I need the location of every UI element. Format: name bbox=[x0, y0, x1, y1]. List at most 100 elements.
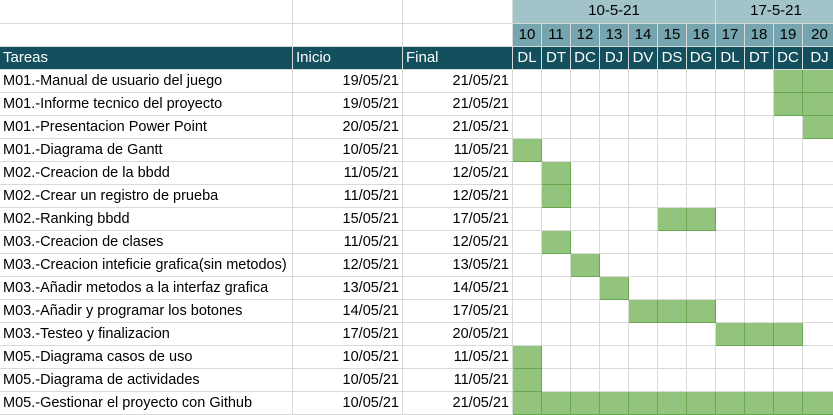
gantt-empty-cell[interactable] bbox=[629, 231, 658, 254]
task-end-cell[interactable]: 17/05/21 bbox=[403, 300, 513, 323]
task-name-cell[interactable]: M01.-Informe tecnico del proyecto bbox=[0, 93, 293, 116]
gantt-empty-cell[interactable] bbox=[629, 116, 658, 139]
gantt-empty-cell[interactable] bbox=[687, 70, 716, 93]
task-start-cell[interactable]: 14/05/21 bbox=[293, 300, 403, 323]
gantt-bar-cell[interactable] bbox=[600, 277, 629, 300]
gantt-empty-cell[interactable] bbox=[629, 277, 658, 300]
gantt-bar-cell[interactable] bbox=[542, 231, 571, 254]
blank-cell[interactable] bbox=[0, 0, 293, 24]
gantt-empty-cell[interactable] bbox=[687, 323, 716, 346]
gantt-empty-cell[interactable] bbox=[629, 254, 658, 277]
gantt-empty-cell[interactable] bbox=[658, 162, 687, 185]
day-number-header[interactable]: 11 bbox=[542, 24, 571, 47]
gantt-empty-cell[interactable] bbox=[774, 208, 803, 231]
gantt-empty-cell[interactable] bbox=[774, 369, 803, 392]
gantt-empty-cell[interactable] bbox=[687, 162, 716, 185]
gantt-empty-cell[interactable] bbox=[629, 323, 658, 346]
column-header-tareas[interactable]: Tareas bbox=[0, 47, 293, 70]
gantt-bar-cell[interactable] bbox=[803, 116, 833, 139]
gantt-bar-cell[interactable] bbox=[513, 392, 542, 415]
task-start-cell[interactable]: 11/05/21 bbox=[293, 162, 403, 185]
gantt-bar-cell[interactable] bbox=[542, 162, 571, 185]
day-of-week-header[interactable]: DT bbox=[745, 47, 774, 70]
task-start-cell[interactable]: 10/05/21 bbox=[293, 369, 403, 392]
gantt-empty-cell[interactable] bbox=[774, 277, 803, 300]
gantt-empty-cell[interactable] bbox=[571, 208, 600, 231]
blank-cell[interactable] bbox=[293, 0, 403, 24]
gantt-empty-cell[interactable] bbox=[513, 208, 542, 231]
gantt-empty-cell[interactable] bbox=[803, 162, 833, 185]
task-name-cell[interactable]: M03.-Creacion inteficie grafica(sin meto… bbox=[0, 254, 293, 277]
task-start-cell[interactable]: 15/05/21 bbox=[293, 208, 403, 231]
gantt-empty-cell[interactable] bbox=[745, 93, 774, 116]
gantt-empty-cell[interactable] bbox=[571, 300, 600, 323]
task-start-cell[interactable]: 11/05/21 bbox=[293, 231, 403, 254]
gantt-bar-cell[interactable] bbox=[658, 392, 687, 415]
gantt-bar-cell[interactable] bbox=[774, 93, 803, 116]
task-end-cell[interactable]: 13/05/21 bbox=[403, 254, 513, 277]
gantt-empty-cell[interactable] bbox=[774, 185, 803, 208]
gantt-empty-cell[interactable] bbox=[687, 369, 716, 392]
day-of-week-header[interactable]: DJ bbox=[600, 47, 629, 70]
column-header-final[interactable]: Final bbox=[403, 47, 513, 70]
gantt-bar-cell[interactable] bbox=[571, 392, 600, 415]
task-end-cell[interactable]: 17/05/21 bbox=[403, 208, 513, 231]
gantt-empty-cell[interactable] bbox=[513, 231, 542, 254]
gantt-empty-cell[interactable] bbox=[629, 93, 658, 116]
gantt-bar-cell[interactable] bbox=[600, 392, 629, 415]
gantt-bar-cell[interactable] bbox=[774, 323, 803, 346]
gantt-empty-cell[interactable] bbox=[629, 346, 658, 369]
task-end-cell[interactable]: 11/05/21 bbox=[403, 346, 513, 369]
gantt-empty-cell[interactable] bbox=[513, 300, 542, 323]
day-number-header[interactable]: 10 bbox=[513, 24, 542, 47]
gantt-empty-cell[interactable] bbox=[803, 254, 833, 277]
gantt-empty-cell[interactable] bbox=[687, 185, 716, 208]
gantt-bar-cell[interactable] bbox=[774, 70, 803, 93]
gantt-bar-cell[interactable] bbox=[513, 139, 542, 162]
gantt-empty-cell[interactable] bbox=[629, 208, 658, 231]
gantt-bar-cell[interactable] bbox=[716, 392, 745, 415]
task-name-cell[interactable]: M02.-Ranking bbdd bbox=[0, 208, 293, 231]
gantt-empty-cell[interactable] bbox=[658, 139, 687, 162]
day-number-header[interactable]: 12 bbox=[571, 24, 600, 47]
gantt-empty-cell[interactable] bbox=[513, 254, 542, 277]
gantt-empty-cell[interactable] bbox=[600, 185, 629, 208]
gantt-empty-cell[interactable] bbox=[716, 231, 745, 254]
gantt-empty-cell[interactable] bbox=[571, 185, 600, 208]
task-name-cell[interactable]: M03.-Testeo y finalizacion bbox=[0, 323, 293, 346]
gantt-empty-cell[interactable] bbox=[513, 93, 542, 116]
gantt-bar-cell[interactable] bbox=[629, 392, 658, 415]
gantt-bar-cell[interactable] bbox=[513, 369, 542, 392]
day-number-header[interactable]: 17 bbox=[716, 24, 745, 47]
gantt-empty-cell[interactable] bbox=[658, 231, 687, 254]
gantt-empty-cell[interactable] bbox=[745, 185, 774, 208]
gantt-empty-cell[interactable] bbox=[571, 116, 600, 139]
gantt-bar-cell[interactable] bbox=[803, 93, 833, 116]
gantt-bar-cell[interactable] bbox=[745, 392, 774, 415]
gantt-empty-cell[interactable] bbox=[716, 185, 745, 208]
task-start-cell[interactable]: 10/05/21 bbox=[293, 346, 403, 369]
gantt-empty-cell[interactable] bbox=[745, 369, 774, 392]
gantt-empty-cell[interactable] bbox=[716, 254, 745, 277]
gantt-empty-cell[interactable] bbox=[774, 254, 803, 277]
gantt-empty-cell[interactable] bbox=[629, 70, 658, 93]
gantt-empty-cell[interactable] bbox=[745, 116, 774, 139]
gantt-bar-cell[interactable] bbox=[513, 346, 542, 369]
task-start-cell[interactable]: 20/05/21 bbox=[293, 116, 403, 139]
gantt-empty-cell[interactable] bbox=[716, 93, 745, 116]
gantt-empty-cell[interactable] bbox=[803, 231, 833, 254]
gantt-empty-cell[interactable] bbox=[745, 277, 774, 300]
task-name-cell[interactable]: M05.-Gestionar el proyecto con Github bbox=[0, 392, 293, 415]
gantt-empty-cell[interactable] bbox=[687, 254, 716, 277]
gantt-empty-cell[interactable] bbox=[571, 162, 600, 185]
gantt-bar-cell[interactable] bbox=[542, 185, 571, 208]
day-of-week-header[interactable]: DL bbox=[716, 47, 745, 70]
gantt-empty-cell[interactable] bbox=[600, 208, 629, 231]
gantt-bar-cell[interactable] bbox=[745, 323, 774, 346]
task-end-cell[interactable]: 11/05/21 bbox=[403, 369, 513, 392]
gantt-empty-cell[interactable] bbox=[513, 277, 542, 300]
blank-cell[interactable] bbox=[293, 24, 403, 47]
gantt-empty-cell[interactable] bbox=[716, 162, 745, 185]
gantt-empty-cell[interactable] bbox=[687, 277, 716, 300]
task-start-cell[interactable]: 13/05/21 bbox=[293, 277, 403, 300]
